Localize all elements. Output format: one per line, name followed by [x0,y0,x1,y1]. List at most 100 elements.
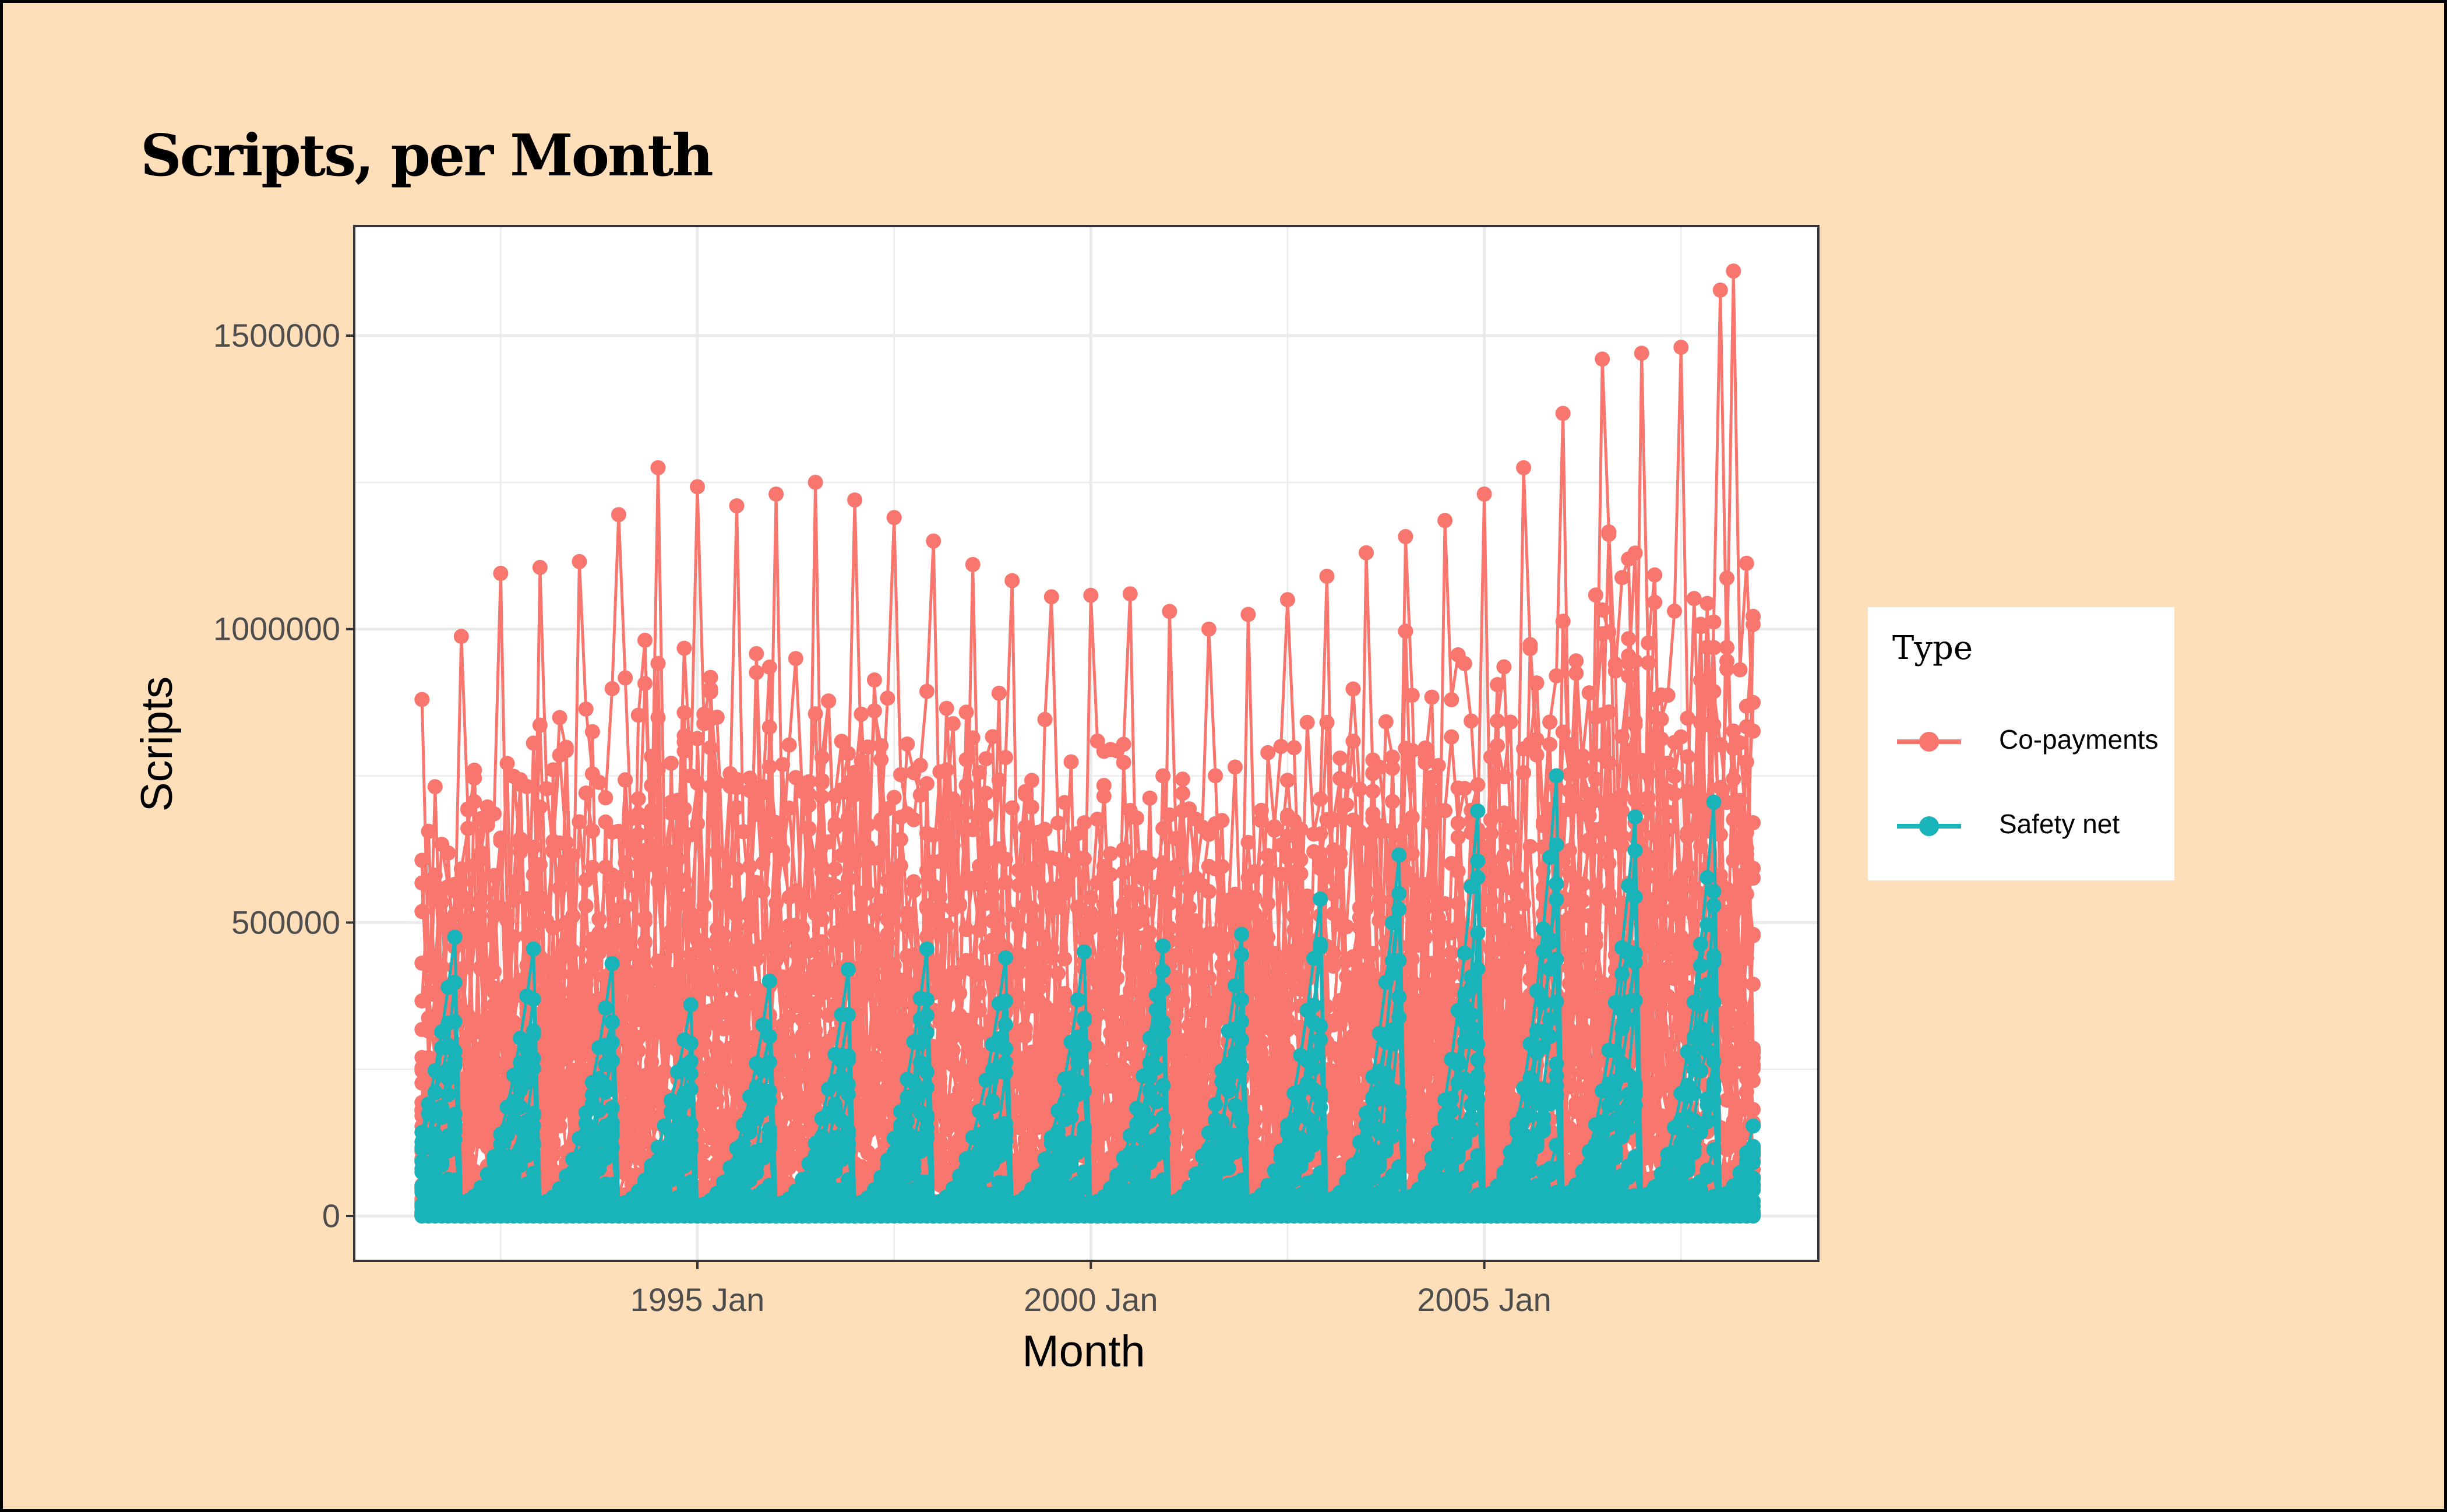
data-point [808,474,823,490]
data-point [1575,1064,1591,1080]
data-point [866,1111,882,1126]
data-point [453,629,469,644]
data-point [1575,1129,1591,1144]
data-point [886,790,902,805]
data-point [1352,781,1367,797]
data-point [552,953,567,968]
data-point [1581,1003,1597,1019]
data-point [1732,662,1748,678]
data-point [742,770,757,786]
data-point [513,772,528,788]
data-point [1332,750,1348,766]
data-point [1516,765,1532,781]
data-point [1483,1111,1498,1126]
data-point [467,770,482,786]
data-point [1208,816,1224,831]
data-point [749,646,764,661]
data-point [493,566,509,581]
data-point [1017,1136,1033,1151]
data-point [539,1013,555,1029]
data-point [1398,623,1413,639]
data-point [1601,624,1617,640]
data-point [1595,602,1610,618]
data-point [421,823,436,839]
data-point [1279,773,1295,788]
data-point [952,1083,968,1098]
data-point [703,681,718,697]
data-point [886,510,902,526]
data-point [1719,991,1734,1007]
data-point [1319,714,1335,730]
data-point [1043,589,1059,605]
data-point [1418,749,1433,764]
data-point [866,703,882,718]
data-point [532,717,548,733]
data-point [958,704,974,720]
data-point [1240,607,1256,622]
data-point [440,845,456,861]
data-point [676,640,692,656]
data-point [958,1113,974,1129]
data-point [618,773,633,788]
data-point [493,833,509,849]
data-point [703,669,718,685]
data-point [1319,569,1335,584]
data-point [1188,1134,1204,1150]
data-point [860,1095,876,1111]
data-point [1129,1036,1145,1052]
data-point [460,1155,476,1171]
data-point [1227,759,1243,775]
data-point [558,1024,574,1040]
data-point [788,1125,803,1141]
data-point [1614,570,1630,586]
data-point [788,1058,803,1073]
data-point [1083,587,1099,603]
data-point [1155,768,1171,784]
data-point [1240,870,1256,886]
data-point [630,1129,646,1145]
data-point [958,1098,974,1113]
data-point [1568,653,1584,669]
data-point [1188,811,1204,827]
data-point [900,736,915,752]
data-point [1601,527,1617,542]
data-point [1641,1133,1656,1148]
data-point [1286,740,1302,756]
data-point [414,692,430,707]
data-point [932,1058,948,1074]
data-point [460,801,476,817]
data-point [716,876,731,891]
data-point [1096,1063,1112,1079]
data-point [630,791,646,806]
data-point [1253,1072,1269,1087]
data-point [729,861,745,877]
data-point [1332,1074,1348,1090]
data-point [1542,815,1558,831]
data-point [1739,555,1754,571]
data-point [1116,736,1131,752]
data-point [1437,896,1453,911]
data-point [1712,282,1728,298]
data-point [526,735,541,751]
data-point [808,1085,823,1101]
data-point [479,1127,495,1143]
data-point [932,1014,948,1030]
data-point [467,1123,482,1139]
data-point [1686,591,1702,607]
data-point [729,498,745,514]
data-point [1017,1163,1033,1179]
data-point [696,898,712,914]
data-point [1542,714,1558,730]
data-point [985,845,1000,861]
data-point [630,981,646,996]
data-point [1746,977,1761,992]
data-point [1673,340,1689,355]
data-point [761,759,777,774]
data-point [637,1068,653,1083]
data-point [1240,834,1256,850]
data-point [1089,1133,1105,1148]
data-point [880,690,895,706]
data-point [1647,709,1663,725]
data-point [781,737,797,753]
